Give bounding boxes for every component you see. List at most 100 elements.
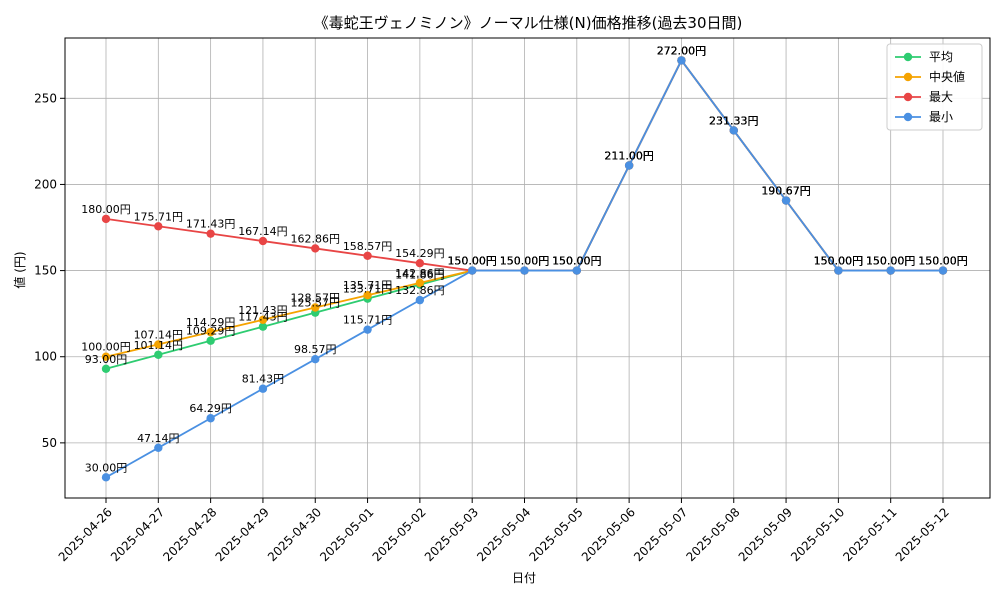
series: [101, 56, 948, 482]
data-label: 150.00円: [552, 255, 602, 268]
legend-entry: 平均: [929, 50, 953, 64]
x-tick-label: 2025-05-03: [422, 505, 481, 564]
data-label: 150.00円: [866, 255, 916, 268]
data-label: 150.00円: [814, 255, 864, 268]
y-tick-label: 100: [34, 350, 57, 364]
data-point: [363, 251, 372, 261]
data-point: [101, 473, 111, 482]
data-label: 150.00円: [500, 255, 550, 268]
data-label: 171.43円: [186, 218, 236, 231]
data-label: 150.00円: [500, 255, 550, 268]
data-label: 117.43円: [238, 311, 288, 324]
data-label: 150.00円: [447, 255, 497, 268]
data-label: 114.29円: [186, 316, 236, 329]
x-tick-label: 2025-05-02: [370, 505, 429, 564]
data-label: 81.43円: [242, 373, 285, 386]
data-point: [258, 236, 268, 246]
data-label: 150.00円: [866, 255, 916, 268]
data-label: 128.57円: [291, 292, 341, 305]
series-3: [101, 56, 948, 482]
y-tick-label: 50: [42, 436, 57, 450]
legend-box: [886, 43, 983, 131]
data-point: [101, 214, 111, 224]
data-point: [311, 354, 320, 364]
data-point: [101, 364, 111, 373]
data-label: 150.00円: [866, 255, 916, 268]
data-label: 150.00円: [447, 255, 497, 268]
data-point: [206, 327, 215, 337]
data-label: 231.33円: [709, 114, 759, 127]
data-label: 30.00円: [85, 461, 128, 474]
data-label: 158.57円: [343, 240, 393, 253]
x-tick-label: 2025-05-07: [631, 505, 690, 564]
data-point: [206, 414, 215, 423]
plot-area: [64, 37, 991, 499]
data-label: 150.00円: [918, 255, 968, 268]
data-point: [154, 443, 163, 452]
x-tick-label: 2025-05-11: [840, 505, 899, 564]
data-label: 150.00円: [918, 255, 968, 268]
data-label: 132.86円: [395, 284, 445, 297]
chart-title: 《毒蛇王ヴェノミノン》ノーマル仕様(N)価格推移(過去30日間): [314, 14, 743, 32]
data-label: 154.29円: [395, 247, 445, 260]
data-point: [154, 350, 163, 359]
data-label: 150.00円: [552, 255, 602, 268]
data-point: [363, 291, 372, 300]
data-label: 101.14円: [134, 339, 184, 352]
data-label: 150.00円: [500, 255, 550, 268]
data-label: 231.33円: [709, 114, 759, 127]
data-point: [101, 352, 111, 361]
x-tick-label: 2025-05-06: [579, 505, 638, 564]
data-point: [572, 266, 582, 275]
x-tick-label: 2025-05-09: [736, 505, 795, 564]
data-label: 133.71円: [343, 283, 393, 296]
data-point: [624, 161, 634, 170]
data-label: 109.29円: [186, 325, 236, 338]
data-label: 180.00円: [81, 203, 131, 216]
data-point: [258, 315, 268, 325]
y-tick-label: 150: [34, 264, 57, 278]
data-label: 231.33円: [709, 114, 759, 127]
legend-entry: 最大: [929, 90, 953, 104]
data-point: [363, 325, 372, 334]
data-label: 211.00円: [604, 149, 654, 162]
data-point: [729, 126, 738, 135]
data-label: 142.86円: [395, 267, 445, 280]
data-label: 150.00円: [500, 255, 550, 268]
data-label: 107.14円: [134, 328, 184, 341]
x-tick-label: 2025-04-29: [213, 505, 272, 564]
data-label: 115.71円: [343, 314, 393, 327]
legend-entry: 中央値: [929, 69, 965, 84]
legend-entry: 最小: [929, 110, 953, 124]
y-tick-label: 250: [34, 91, 57, 105]
grid: [65, 38, 990, 498]
data-point: [677, 56, 686, 65]
x-tick-label: 2025-05-10: [788, 505, 847, 564]
data-labels: 93.00円 101.14円109.29円117.43円125.57円133.71…: [81, 44, 968, 474]
data-label: 150.00円: [814, 255, 864, 268]
legend-marker: [903, 112, 913, 122]
data-label: 150.00円: [866, 255, 916, 268]
data-label: 150.00円: [552, 255, 602, 268]
data-point: [258, 384, 268, 393]
data-label: 100.00円: [81, 341, 131, 354]
data-point: [311, 303, 320, 312]
data-point: [154, 222, 163, 231]
data-point: [415, 258, 425, 268]
data-point: [206, 229, 215, 238]
data-point: [415, 278, 425, 288]
data-point: [886, 266, 895, 275]
data-label: 272.00円: [657, 44, 707, 57]
x-tick-label: 2025-05-05: [527, 505, 586, 564]
data-label: 190.67円: [761, 185, 811, 198]
legend-marker: [903, 92, 913, 102]
data-label: 190.67円: [761, 185, 811, 198]
data-label: 211.00円: [604, 149, 654, 162]
x-tick-label: 2025-04-30: [265, 505, 324, 564]
data-label: 272.00円: [657, 44, 707, 57]
y-axis-label: 値 (円): [12, 251, 27, 288]
data-label: 190.67円: [761, 185, 811, 198]
data-label: 211.00円: [604, 149, 654, 162]
